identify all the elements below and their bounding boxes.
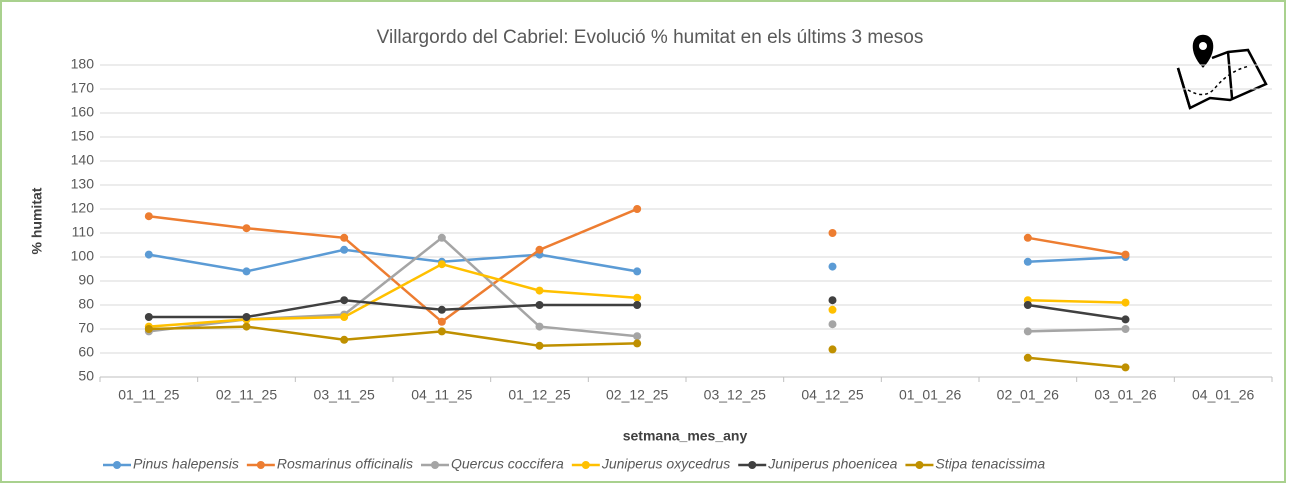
chart-title: Villargordo del Cabriel: Evolució % humi… xyxy=(377,27,924,48)
x-tick-label: 02_01_26 xyxy=(997,387,1060,403)
data-point xyxy=(535,322,544,331)
data-point xyxy=(633,332,642,341)
data-point xyxy=(828,262,837,271)
data-point xyxy=(340,335,349,344)
data-point xyxy=(242,313,251,321)
y-axis-title: % humitat xyxy=(29,187,45,254)
legend-swatch xyxy=(431,461,440,469)
y-tick-label: 70 xyxy=(78,320,94,336)
x-tick-label: 01_01_26 xyxy=(899,387,962,403)
legend-label: Quercus coccifera xyxy=(451,456,564,472)
series-line xyxy=(148,248,1126,273)
y-tick-label: 120 xyxy=(71,200,95,216)
y-tick-label: 180 xyxy=(71,56,95,72)
data-point xyxy=(1121,298,1130,307)
data-point xyxy=(144,313,153,321)
data-point xyxy=(144,250,153,259)
data-point xyxy=(437,305,446,314)
x-tick-label: 03_11_25 xyxy=(314,387,375,403)
data-point xyxy=(1023,257,1032,266)
data-point xyxy=(535,341,544,350)
data-point xyxy=(437,327,446,336)
data-point xyxy=(828,229,837,237)
x-tick-label: 04_01_26 xyxy=(1192,387,1255,403)
data-point xyxy=(1023,233,1032,242)
legend-label: Juniperus phoenicea xyxy=(767,456,897,472)
data-point xyxy=(535,286,544,295)
legend-label: Rosmarinus officinalis xyxy=(277,456,413,472)
legend-swatch xyxy=(915,461,924,469)
data-point xyxy=(144,325,153,333)
data-point xyxy=(1121,325,1130,333)
legend-label: Pinus halepensis xyxy=(133,456,239,472)
series-line xyxy=(148,325,1126,369)
y-tick-label: 130 xyxy=(71,176,95,192)
data-point xyxy=(1023,327,1032,336)
data-point xyxy=(340,245,349,254)
legend-swatch xyxy=(748,461,757,469)
data-point xyxy=(828,320,837,329)
y-tick-label: 170 xyxy=(71,80,95,96)
data-point xyxy=(1023,301,1032,309)
data-point xyxy=(828,345,837,354)
data-point xyxy=(242,224,251,233)
data-point xyxy=(828,305,837,314)
x-tick-label: 02_12_25 xyxy=(606,387,669,403)
data-point xyxy=(437,260,446,269)
map-icon xyxy=(1176,34,1268,110)
data-point xyxy=(340,296,349,305)
data-point xyxy=(828,296,837,305)
data-point xyxy=(1023,353,1032,362)
data-point xyxy=(242,322,251,331)
series-line xyxy=(148,207,1126,324)
data-point xyxy=(437,317,446,326)
data-point xyxy=(633,293,642,302)
y-tick-label: 160 xyxy=(71,104,95,120)
x-axis-title: setmana_mes_any xyxy=(623,428,748,444)
data-point xyxy=(340,313,349,321)
data-point xyxy=(633,267,642,276)
x-tick-label: 03_12_25 xyxy=(704,387,767,403)
data-point xyxy=(437,233,446,242)
legend-label: Stipa tenacissima xyxy=(935,456,1045,472)
data-point xyxy=(535,301,544,309)
y-tick-label: 50 xyxy=(78,368,94,384)
y-tick-label: 80 xyxy=(78,296,94,312)
data-point xyxy=(535,245,544,254)
data-point xyxy=(242,267,251,276)
y-tick-label: 60 xyxy=(78,344,94,360)
y-tick-label: 90 xyxy=(78,272,94,288)
data-point xyxy=(1121,250,1130,259)
x-tick-label: 04_11_25 xyxy=(411,387,472,403)
series-line xyxy=(148,262,1126,328)
data-point xyxy=(1121,315,1130,324)
data-point xyxy=(1121,363,1130,372)
series-line xyxy=(148,298,1126,321)
data-point xyxy=(633,339,642,348)
data-point xyxy=(340,233,349,242)
y-tick-label: 100 xyxy=(71,248,95,264)
x-tick-label: 01_12_25 xyxy=(508,387,571,403)
x-tick-label: 04_12_25 xyxy=(801,387,864,403)
data-point xyxy=(144,212,153,221)
legend-swatch xyxy=(256,461,265,469)
data-point xyxy=(633,205,642,213)
x-tick-label: 01_11_25 xyxy=(118,387,179,403)
legend-swatch xyxy=(113,461,121,469)
legend-swatch xyxy=(581,461,590,469)
data-point xyxy=(633,301,642,309)
y-tick-label: 110 xyxy=(72,224,95,240)
y-tick-label: 150 xyxy=(71,128,95,144)
y-tick-label: 140 xyxy=(71,152,95,168)
legend-label: Juniperus oxycedrus xyxy=(601,456,730,472)
x-tick-label: 03_01_26 xyxy=(1094,387,1157,403)
x-tick-label: 02_11_25 xyxy=(216,387,277,403)
